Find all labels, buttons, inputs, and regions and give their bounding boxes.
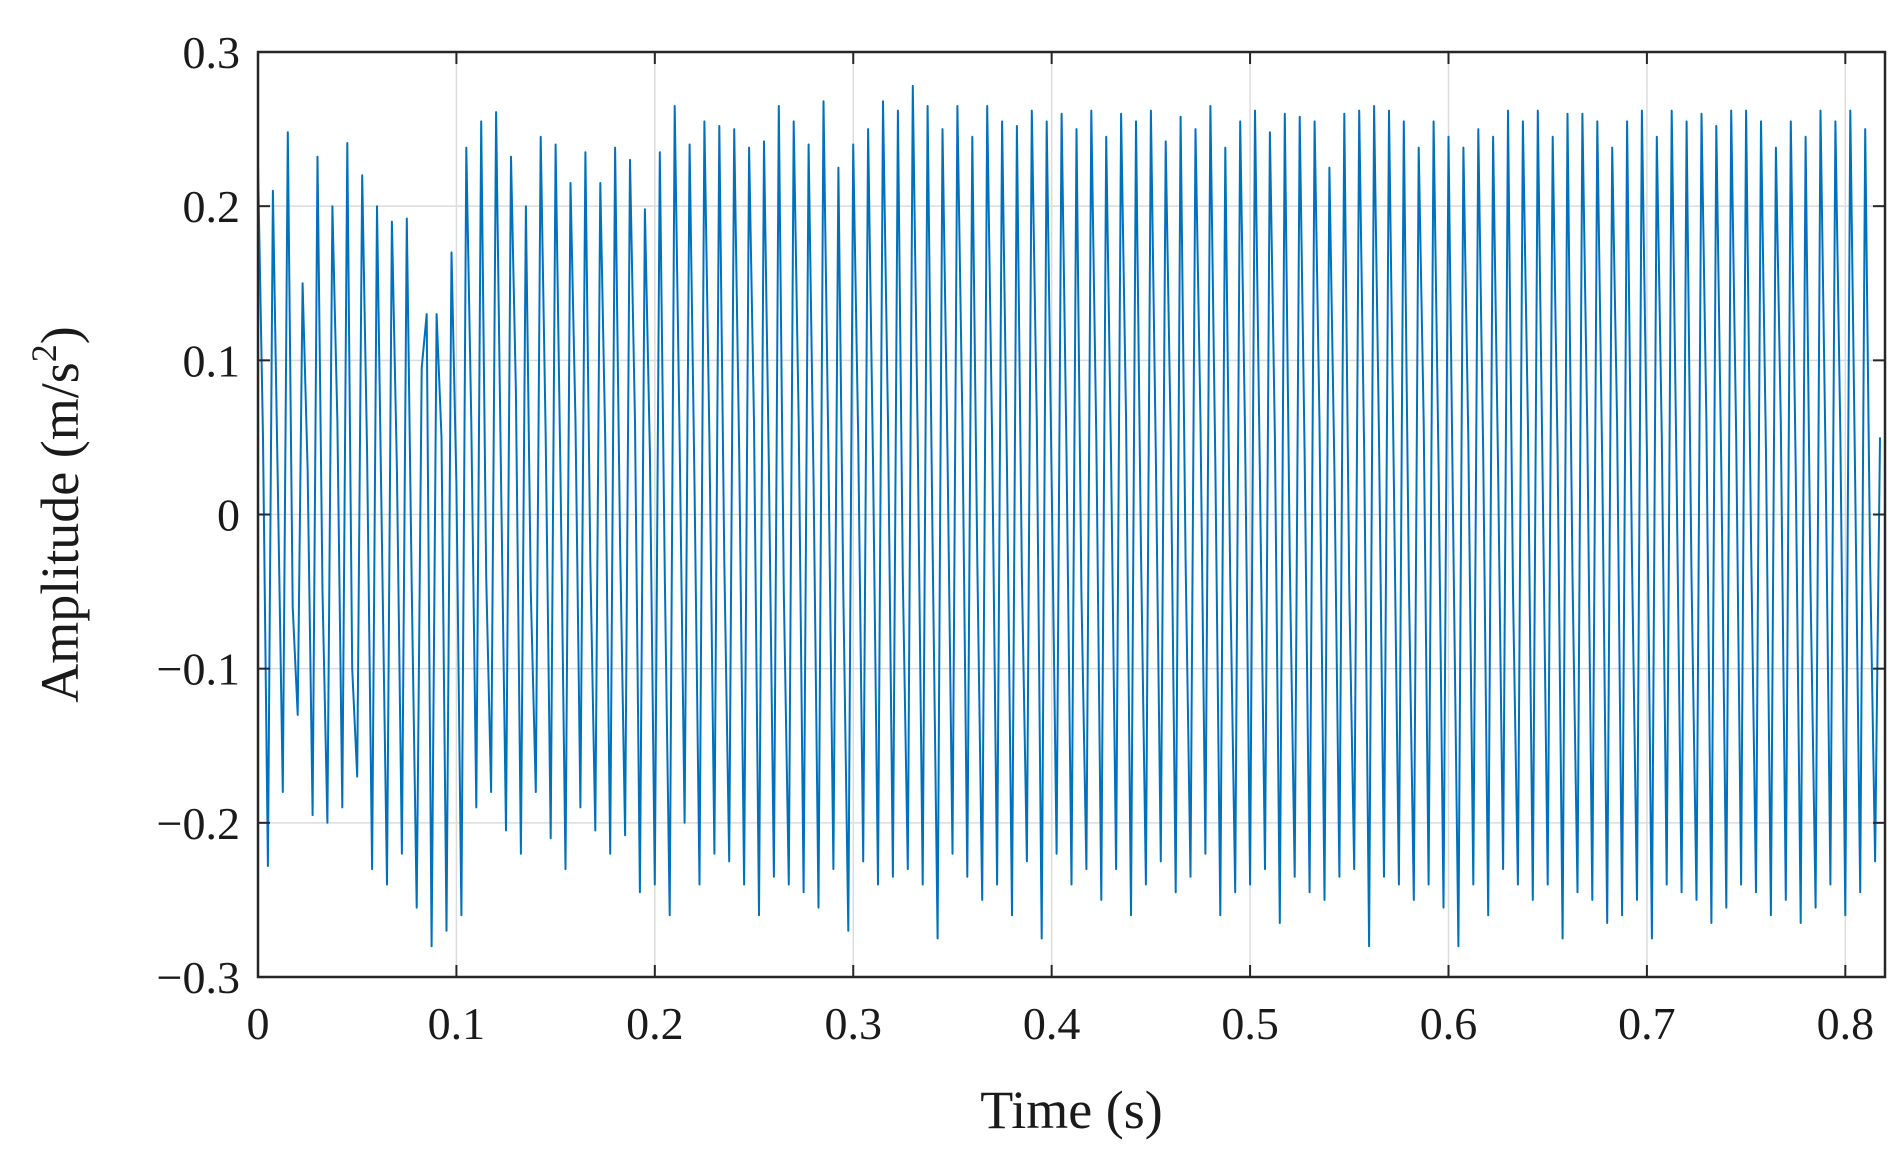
x-tick-label: 0.5	[1221, 998, 1279, 1049]
y-axis-title-main: Amplitude (m/s	[30, 362, 90, 702]
x-tick-label: 0	[247, 998, 270, 1049]
x-tick-label: 0.8	[1817, 998, 1875, 1049]
x-axis-title: Time (s)	[980, 1080, 1163, 1140]
plot-area	[258, 84, 1881, 948]
y-tick-label: 0.3	[183, 27, 241, 78]
x-tick-label: 0.3	[824, 998, 882, 1049]
y-axis-title-superscript: 2	[24, 344, 64, 362]
axis-ticks	[257, 51, 1885, 978]
y-tick-label: 0.2	[183, 181, 241, 232]
y-tick-label: −0.3	[157, 952, 240, 1003]
y-axis-title-close: )	[30, 326, 90, 344]
x-tick-label: 0.7	[1618, 998, 1676, 1049]
x-tick-label: 0.4	[1023, 998, 1081, 1049]
y-tick-label: 0	[217, 490, 240, 541]
y-tick-labels: 0.3 0.2 0.1 0 −0.1 −0.2 −0.3	[157, 27, 240, 1003]
x-tick-label: 0.1	[428, 998, 486, 1049]
series-line-amplitude	[258, 84, 1881, 948]
x-tick-label: 0.2	[626, 998, 684, 1049]
y-tick-label: −0.1	[157, 644, 240, 695]
x-tick-label: 0.6	[1420, 998, 1478, 1049]
y-tick-label: −0.2	[157, 798, 240, 849]
y-tick-label: 0.1	[183, 335, 241, 386]
x-tick-labels: 0 0.1 0.2 0.3 0.4 0.5 0.6 0.7 0.8	[247, 998, 1875, 1049]
y-axis-title: Amplitude (m/s2)	[24, 326, 90, 702]
